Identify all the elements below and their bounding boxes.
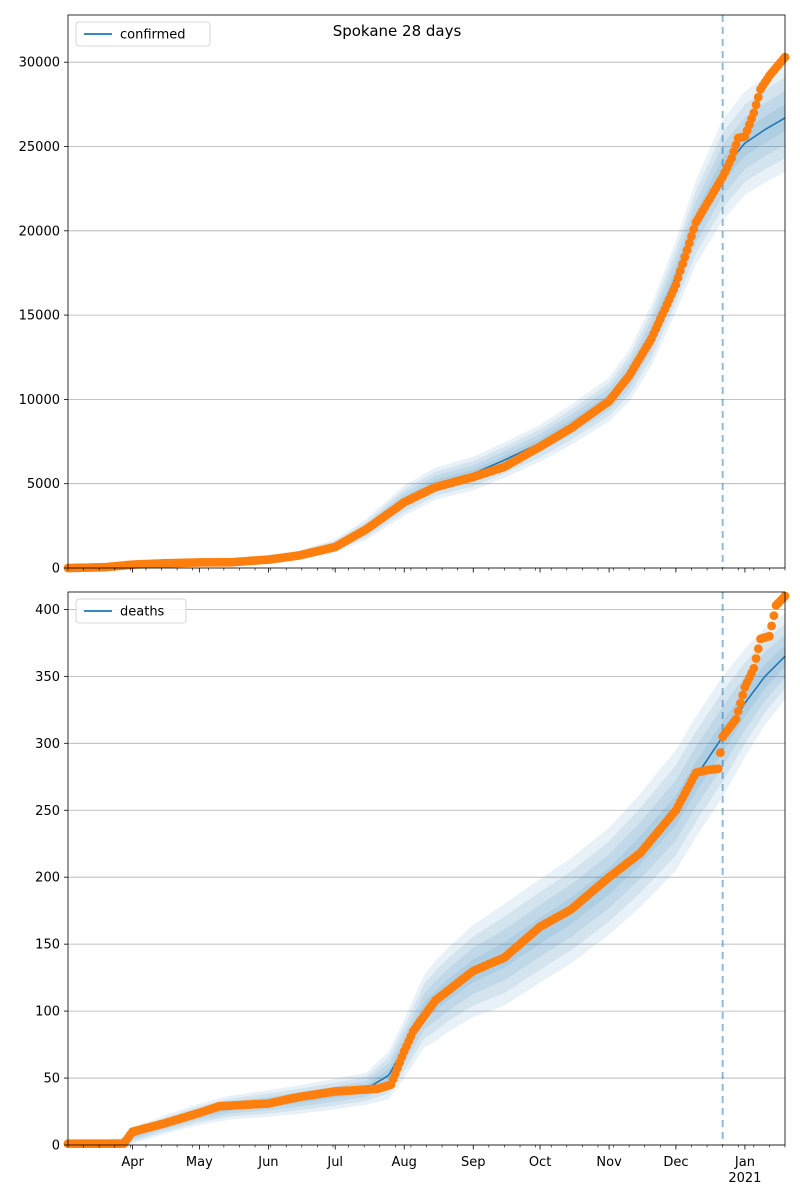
confirmed-grid bbox=[68, 61, 785, 569]
confirmed-y-tick-label: 25000 bbox=[19, 140, 60, 155]
deaths-y-axis: 0 50 100 150 200 250 300 350 400 bbox=[35, 603, 68, 1154]
deaths-y-tick-label: 400 bbox=[35, 603, 60, 618]
deaths-legend: deaths bbox=[75, 598, 187, 624]
deaths-band-2 bbox=[68, 624, 785, 1145]
confirmed-legend: confirmed bbox=[75, 21, 211, 47]
deaths-observed-point bbox=[731, 714, 741, 724]
deaths-axes-frame bbox=[67, 591, 786, 1146]
deaths-observed-point bbox=[713, 764, 723, 774]
deaths-observed-point bbox=[767, 621, 776, 631]
deaths-uncertainty-bands bbox=[68, 613, 785, 1145]
deaths-x-tick-label: Oct bbox=[529, 1155, 551, 1170]
deaths-x-tick-label: Apr bbox=[121, 1155, 144, 1170]
deaths-x-tick-label: Nov bbox=[596, 1155, 622, 1170]
confirmed-observed-point bbox=[687, 231, 696, 241]
confirmed-observed-point bbox=[731, 140, 741, 150]
confirmed-y-tick-label: 10000 bbox=[19, 393, 60, 408]
deaths-x-tick-label: Jul bbox=[326, 1155, 343, 1170]
deaths-chart: 0 50 100 150 200 250 300 350 400 Apr May Jun Jul Aug… bbox=[35, 591, 790, 1186]
deaths-x-tick-label: Aug bbox=[392, 1155, 417, 1170]
deaths-model-path bbox=[68, 655, 786, 1146]
confirmed-y-tick-label: 20000 bbox=[19, 224, 60, 239]
confirmed-x-axis bbox=[67, 568, 786, 573]
confirmed-chart: 0 5000 10000 15000 20000 25000 30000 confirmed bbox=[19, 14, 790, 577]
deaths-band-4 bbox=[68, 645, 785, 1145]
deaths-x-tick-label: 2021 bbox=[728, 1171, 761, 1186]
deaths-observed-point bbox=[753, 644, 763, 654]
confirmed-y-axis: 0 5000 10000 15000 20000 25000 30000 bbox=[19, 56, 68, 577]
deaths-band-1 bbox=[68, 613, 785, 1145]
confirmed-observed-point bbox=[680, 252, 690, 262]
confirmed-observed-points bbox=[63, 52, 790, 573]
deaths-y-tick-label: 150 bbox=[35, 938, 60, 953]
confirmed-observed-point bbox=[678, 259, 687, 269]
confirmed-observed-point bbox=[682, 245, 692, 255]
deaths-y-tick-label: 300 bbox=[35, 737, 60, 752]
confirmed-observed-point bbox=[753, 92, 763, 102]
deaths-y-tick-label: 350 bbox=[35, 670, 60, 685]
deaths-observed-point bbox=[733, 706, 743, 716]
confirmed-observed-point bbox=[673, 273, 683, 283]
deaths-y-tick-label: 100 bbox=[35, 1005, 60, 1020]
deaths-x-tick-label: Sep bbox=[461, 1155, 486, 1170]
deaths-observed-point bbox=[716, 748, 725, 758]
deaths-band-3 bbox=[68, 634, 785, 1145]
deaths-observed-point bbox=[738, 690, 748, 700]
deaths-x-tick-label: Jun bbox=[257, 1155, 278, 1170]
deaths-observed-point bbox=[751, 654, 761, 663]
deaths-observed-point bbox=[769, 611, 779, 621]
confirmed-legend-label: confirmed bbox=[120, 28, 186, 43]
deaths-observed-points bbox=[63, 591, 790, 1149]
deaths-x-tick-label: Dec bbox=[663, 1155, 688, 1170]
confirmed-legend-box bbox=[75, 21, 211, 47]
deaths-x-tick-label: May bbox=[186, 1155, 213, 1170]
confirmed-observed-point bbox=[675, 266, 685, 276]
deaths-observed-point bbox=[736, 698, 745, 708]
deaths-observed-point bbox=[765, 631, 774, 641]
confirmed-y-tick-label: 15000 bbox=[19, 309, 60, 324]
confirmed-observed-point bbox=[751, 100, 761, 110]
deaths-y-tick-label: 250 bbox=[35, 804, 60, 819]
confirmed-observed-point bbox=[684, 238, 694, 248]
deaths-y-tick-label: 200 bbox=[35, 871, 60, 886]
deaths-y-tick-label: 0 bbox=[52, 1139, 60, 1154]
deaths-observed-point bbox=[749, 663, 759, 673]
confirmed-observed-point bbox=[729, 147, 739, 157]
deaths-x-tick-label: Jan bbox=[734, 1155, 755, 1170]
figure-title: Spokane 28 days bbox=[333, 22, 462, 40]
deaths-model-line bbox=[68, 655, 786, 1146]
confirmed-observed-point bbox=[727, 153, 736, 163]
confirmed-observed-point bbox=[689, 224, 699, 234]
deaths-legend-label: deaths bbox=[120, 605, 165, 620]
confirmed-y-tick-label: 5000 bbox=[27, 477, 60, 492]
confirmed-y-tick-label: 0 bbox=[52, 562, 60, 577]
confirmed-observed-point bbox=[671, 280, 681, 290]
deaths-grid bbox=[68, 609, 785, 1146]
deaths-legend-box bbox=[75, 598, 187, 624]
confirmed-y-tick-label: 30000 bbox=[19, 56, 60, 71]
deaths-y-tick-label: 50 bbox=[43, 1072, 60, 1087]
confirmed-observed-point bbox=[749, 108, 759, 118]
